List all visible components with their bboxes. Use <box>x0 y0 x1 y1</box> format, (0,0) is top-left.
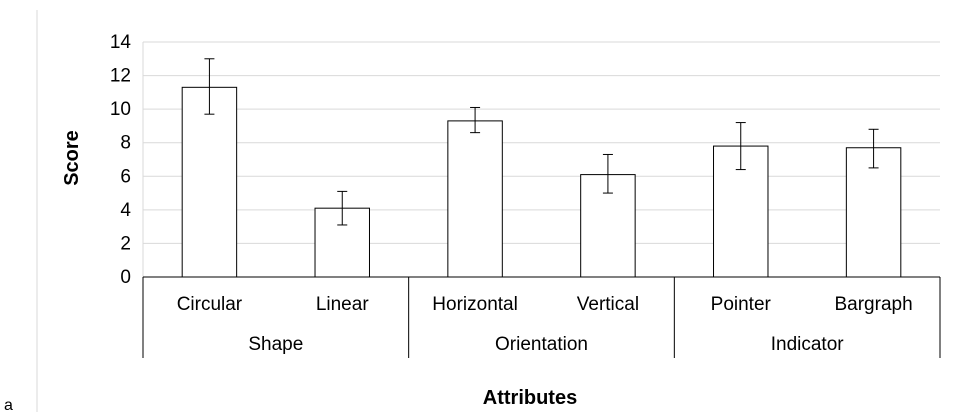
x-category-label: Linear <box>316 294 369 315</box>
y-tick-label: 4 <box>120 200 131 221</box>
y-tick-label: 12 <box>110 66 131 87</box>
x-category-label: Bargraph <box>834 294 912 315</box>
error-bars <box>204 58 879 226</box>
y-axis-title: Score <box>61 130 83 186</box>
x-category-label: Circular <box>177 294 243 315</box>
x-group-label: Orientation <box>495 334 588 355</box>
bar <box>447 120 503 278</box>
bars <box>181 86 902 278</box>
panel-label: a <box>4 397 13 412</box>
x-category-label: Horizontal <box>432 294 518 315</box>
y-tick-label: 10 <box>110 99 131 120</box>
x-axis-title: Attributes <box>483 387 577 409</box>
axes: 0 2 4 6 8 10 12 14 Circular Linear Horizontal Verti… <box>110 32 941 358</box>
bar <box>845 147 902 278</box>
y-tick-label: 0 <box>120 267 131 288</box>
y-tick-label: 14 <box>110 32 132 53</box>
bar <box>181 86 238 278</box>
x-category-label: Vertical <box>577 294 639 315</box>
gridlines <box>143 41 940 244</box>
x-group-label: Indicator <box>771 334 845 355</box>
y-tick-label: 8 <box>120 133 131 154</box>
y-tick-label: 2 <box>120 233 131 254</box>
y-tick-label: 6 <box>120 166 131 187</box>
x-category-label: Pointer <box>711 294 772 315</box>
x-group-label: Shape <box>248 334 303 355</box>
